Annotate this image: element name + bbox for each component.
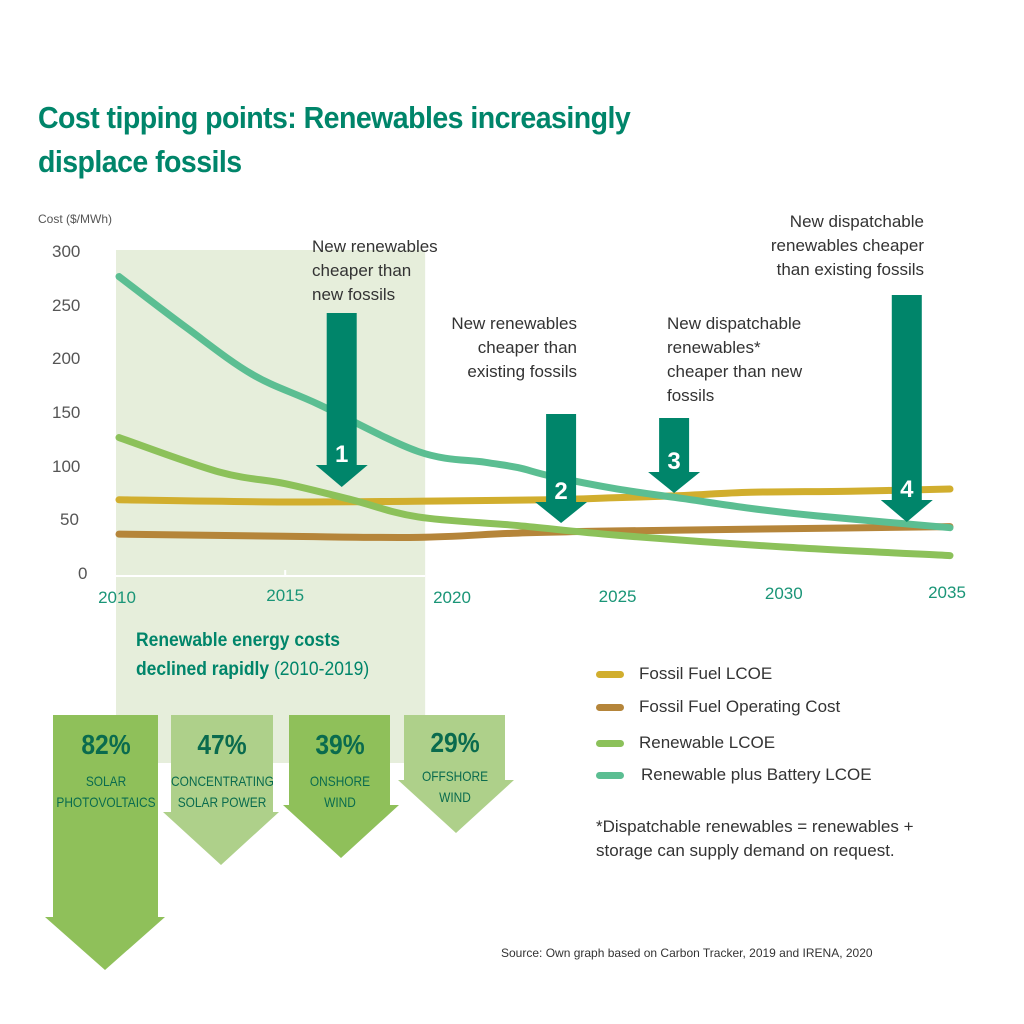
tipping-point-arrow-4 — [880, 295, 933, 522]
y-tick-label: 100 — [52, 456, 81, 476]
legend-item: Fossil Fuel Operating Cost — [596, 695, 840, 719]
tipping-point-label-line: renewables* — [667, 338, 761, 357]
decline-title: Renewable energy costs declined rapidly … — [136, 626, 369, 684]
tipping-point-arrow-3 — [648, 418, 701, 493]
y-tick-label: 50 — [60, 510, 79, 530]
series-line-fossil-fuel-operating-cost — [115, 523, 954, 542]
decline-technology-label: PHOTOVOLTAICS — [55, 794, 156, 810]
tipping-point-label: New dispatchable renewables cheaper than e… — [739, 210, 924, 282]
x-tick-label: 2025 — [598, 587, 637, 606]
decline-percent: 29% — [429, 727, 480, 758]
legend-label: Fossil Fuel LCOE — [639, 664, 773, 683]
x-tick-label: 2030 — [764, 584, 803, 603]
decline-percent: 82% — [80, 729, 131, 760]
decline-title-line2: declined rapidly — [136, 659, 270, 680]
tipping-point-label-line: cheaper than new — [667, 362, 803, 381]
decline-percent: 47% — [197, 729, 247, 760]
tipping-point-label-line: New renewables — [451, 314, 577, 333]
decline-technology-label: SOLAR — [85, 773, 126, 789]
tipping-point-arrow-1 — [315, 313, 368, 487]
x-tick-label: 2020 — [433, 588, 471, 607]
tipping-point-label: New dispatchable renewables* cheaper than … — [667, 312, 802, 408]
decline-arrow-onshore-wind — [283, 715, 399, 858]
annotation-arrows — [315, 295, 933, 523]
y-tick-label: 250 — [52, 295, 81, 315]
decline-percent: 39% — [314, 729, 365, 760]
tipping-point-number: 3 — [667, 448, 681, 475]
tipping-point-number: 1 — [335, 441, 349, 468]
decline-title-line1: Renewable energy costs — [136, 630, 341, 651]
decline-arrow-solar-photovoltaics — [45, 715, 165, 970]
y-tick-label: 150 — [52, 403, 81, 422]
tipping-point-label-line: existing fossils — [467, 362, 577, 381]
decline-technology-label: ONSHORE — [309, 773, 370, 789]
tipping-point-label-line: cheaper than — [312, 261, 412, 280]
decline-technology-label: SOLAR POWER — [177, 794, 267, 810]
tipping-point-label-line: fossils — [667, 386, 715, 405]
decline-range: (2010-2019) — [273, 659, 370, 680]
y-axis-label: Cost ($/MWh) — [38, 212, 113, 226]
tipping-point-number: 4 — [900, 476, 914, 503]
decline-technology-label: CONCENTRATING — [171, 773, 274, 789]
y-tick-label: 300 — [52, 242, 81, 261]
legend-item: Fossil Fuel LCOE — [596, 662, 772, 686]
legend-swatch — [596, 771, 624, 779]
tipping-point-label-line: new fossils — [312, 285, 396, 304]
series-line-renewable-lcoe — [115, 434, 954, 560]
tipping-point-label-line: New renewables — [312, 237, 438, 256]
tipping-point-arrow-2 — [535, 414, 588, 523]
legend-label: Renewable LCOE — [639, 733, 776, 752]
legend-label: Renewable plus Battery LCOE — [641, 765, 872, 784]
decline-arrows — [45, 715, 514, 970]
legend-item: Renewable LCOE — [596, 731, 775, 755]
legend-swatch — [596, 703, 624, 711]
decline-arrow-concentrating-solar-power — [163, 715, 279, 865]
x-tick-label: 2035 — [928, 583, 966, 602]
tipping-point-label-line: New dispatchable — [789, 212, 924, 231]
legend-swatch — [596, 739, 624, 747]
tipping-point-number: 2 — [554, 478, 568, 505]
series-line-fossil-fuel-lcoe — [115, 485, 954, 506]
decline-technology-label: WIND — [438, 789, 471, 805]
legend-swatch — [596, 670, 624, 678]
chart-title: Cost tipping points: Renewables increasi… — [38, 100, 631, 179]
tipping-point-label-line: New dispatchable — [667, 314, 802, 333]
series-line-renewable-plus-battery-lcoe — [115, 273, 954, 532]
series-layer — [115, 273, 954, 560]
decline-arrow-offshore-wind — [398, 715, 514, 833]
x-tick-label: 2015 — [266, 586, 305, 605]
tipping-point-label-line: renewables cheaper — [770, 236, 924, 255]
y-tick-label: 0 — [78, 564, 88, 583]
legend-item: Renewable plus Battery LCOE — [596, 763, 872, 787]
footnote: *Dispatchable renewables = renewables + … — [596, 817, 914, 860]
tipping-point-label: New renewables cheaper than new fossils — [312, 235, 438, 307]
y-tick-label: 200 — [52, 349, 81, 369]
decline-technology-label: WIND — [323, 794, 356, 810]
x-tick-label: 2010 — [98, 588, 136, 607]
tipping-point-label-line: than existing fossils — [776, 260, 924, 279]
tipping-point-label-line: cheaper than — [477, 338, 577, 357]
source-note: Source: Own graph based on Carbon Tracke… — [501, 946, 873, 960]
decline-technology-label: OFFSHORE — [421, 768, 488, 784]
tipping-point-label: New renewables cheaper than existing fossi… — [427, 312, 577, 384]
legend-label: Fossil Fuel Operating Cost — [639, 697, 841, 716]
